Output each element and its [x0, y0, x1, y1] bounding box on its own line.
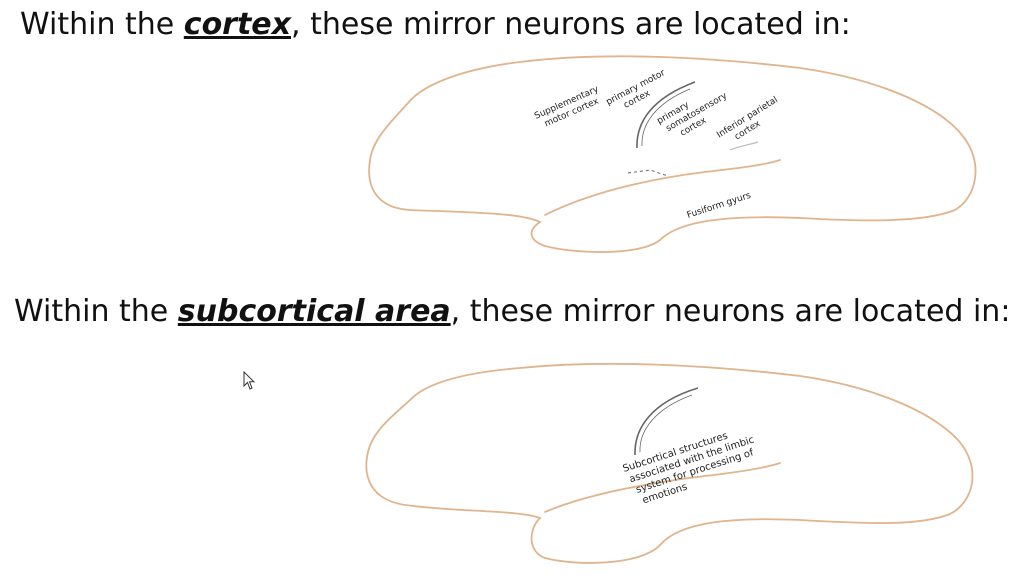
subcortical-heading: Within the subcortical area, these mirro…: [14, 294, 1011, 329]
fusiform-label: Fusiform gyurs: [686, 191, 753, 221]
mouse-cursor-icon: [243, 371, 256, 390]
subcortical-emphasis: subcortical area: [177, 294, 451, 329]
cortex-brain-outline: [368, 55, 977, 253]
cortex-emphasis: cortex: [183, 7, 292, 42]
subcortical-brain-outline: [365, 362, 974, 564]
cortex-heading: Within the cortex, these mirror neurons …: [20, 7, 851, 42]
subcortical-central-sulcus: [634, 387, 699, 456]
cortex-central-sulcus: [627, 81, 759, 177]
